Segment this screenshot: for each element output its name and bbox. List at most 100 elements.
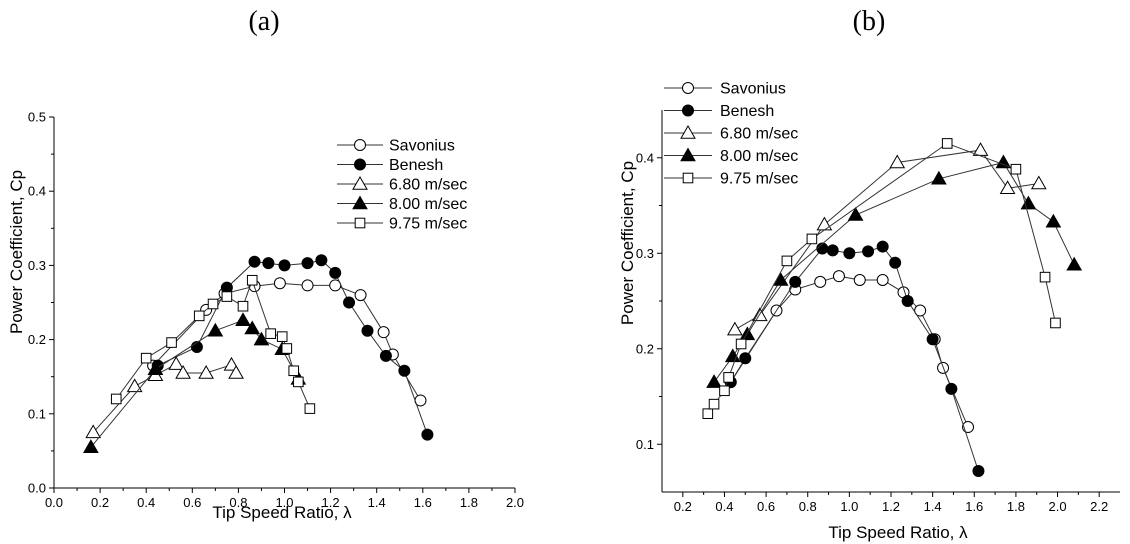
data-point xyxy=(816,242,829,255)
y-tick-label: 0.5 xyxy=(28,110,46,125)
data-point xyxy=(293,376,304,388)
data-point xyxy=(702,408,714,419)
legend-label: 6.80 m/sec xyxy=(389,177,467,194)
x-tick-label: 1.2 xyxy=(322,495,340,510)
data-point xyxy=(806,233,818,245)
legend-label: Benesh xyxy=(720,103,774,120)
y-tick-label: 0.4 xyxy=(28,184,46,199)
x-tick-label: 2.0 xyxy=(1049,499,1067,514)
legend-marker xyxy=(352,195,368,210)
data-point xyxy=(781,255,793,267)
data-point xyxy=(193,310,205,322)
data-point xyxy=(1050,317,1061,329)
data-point xyxy=(945,382,958,395)
legend-entry: 6.80 m/sec xyxy=(664,124,798,143)
data-point xyxy=(288,365,300,377)
legend-entry: Benesh xyxy=(337,157,443,174)
data-point xyxy=(273,277,286,290)
data-point xyxy=(972,142,989,156)
data-point xyxy=(931,170,947,185)
data-point xyxy=(85,424,102,439)
chart-panel-0: (a) 0.0 0.2 0.4 0.6 0.8 1.0 1.2 1.4 1.6 1.8 2.0 0.0 0… xyxy=(7,6,524,522)
data-point xyxy=(1030,175,1047,190)
legend-entry: 6.80 m/sec xyxy=(337,175,467,194)
data-point xyxy=(301,257,314,270)
y-axis-title: Power Coefficient, Cp xyxy=(618,161,637,325)
data-point xyxy=(853,273,866,286)
legend-entry: 9.75 m/sec xyxy=(337,216,467,233)
data-point xyxy=(727,321,743,336)
x-tick-label: 0.0 xyxy=(45,495,63,510)
legend-label: Savonius xyxy=(389,138,455,155)
x-axis-title: Tip Speed Ratio, λ xyxy=(828,523,968,542)
data-point xyxy=(708,398,720,410)
data-point xyxy=(126,378,143,393)
data-point xyxy=(901,295,914,307)
data-point xyxy=(315,254,328,267)
data-point xyxy=(941,138,953,149)
legend-entry: Savonius xyxy=(664,81,786,98)
legend-marker xyxy=(682,104,694,117)
legend-entry: 8.00 m/sec xyxy=(337,195,467,213)
data-point xyxy=(1045,213,1062,228)
x-axis-title: Tip Speed Ratio, λ xyxy=(212,503,352,522)
legend-marker xyxy=(354,139,366,151)
series-line xyxy=(90,319,299,448)
data-point xyxy=(168,356,185,370)
x-tick-label: 0.2 xyxy=(674,499,692,514)
data-point xyxy=(329,266,342,279)
data-point xyxy=(421,428,434,441)
series-8-00-m-sec xyxy=(706,154,1083,388)
x-tick-label: 1.6 xyxy=(414,495,432,510)
y-axis-title: Power Coefficient, Cp xyxy=(7,170,26,334)
x-tick-label: 1.6 xyxy=(965,499,983,514)
y-tick-label: 0.2 xyxy=(636,341,654,356)
data-point xyxy=(1039,271,1051,283)
legend-label: 9.75 m/sec xyxy=(389,216,467,233)
data-point xyxy=(723,372,734,383)
data-point xyxy=(83,439,99,453)
data-point xyxy=(377,326,390,339)
x-tick-label: 0.6 xyxy=(183,495,201,510)
legend-marker xyxy=(682,82,694,94)
data-point xyxy=(235,312,251,327)
data-point xyxy=(724,348,741,363)
data-point xyxy=(739,352,752,365)
data-point xyxy=(304,403,316,414)
y-tick-label: 0.3 xyxy=(28,258,46,273)
y-tick-label: 0.3 xyxy=(636,246,654,261)
data-point xyxy=(221,291,233,302)
data-point xyxy=(248,255,261,268)
data-point xyxy=(276,331,288,342)
data-point xyxy=(281,343,293,354)
legend-label: 6.80 m/sec xyxy=(720,126,798,143)
data-point xyxy=(914,304,927,317)
data-point xyxy=(190,341,203,354)
legend-label: 9.75 m/sec xyxy=(720,171,798,188)
x-tick-label: 0.4 xyxy=(137,495,155,510)
data-point xyxy=(140,352,152,364)
data-point xyxy=(995,154,1012,169)
data-point xyxy=(814,275,827,288)
x-tick-label: 2.2 xyxy=(1090,499,1108,514)
legend-marker xyxy=(352,175,368,190)
legend-marker xyxy=(680,147,696,162)
data-point xyxy=(237,300,249,312)
series-benesh xyxy=(724,240,985,477)
x-tick-label: 1.2 xyxy=(882,499,900,514)
data-point xyxy=(175,364,191,379)
series-savonius xyxy=(724,270,975,434)
data-point xyxy=(735,338,747,350)
data-point xyxy=(207,322,224,337)
data-point xyxy=(876,273,889,286)
x-tick-label: 1.0 xyxy=(840,499,858,514)
panel-label: (b) xyxy=(853,6,886,37)
x-tick-label: 1.4 xyxy=(368,495,386,510)
legend-label: Savonius xyxy=(720,81,786,98)
data-point xyxy=(972,464,985,477)
data-point xyxy=(207,298,219,310)
data-point xyxy=(926,333,939,346)
data-point xyxy=(343,296,356,309)
legend-label: 8.00 m/sec xyxy=(389,196,467,213)
